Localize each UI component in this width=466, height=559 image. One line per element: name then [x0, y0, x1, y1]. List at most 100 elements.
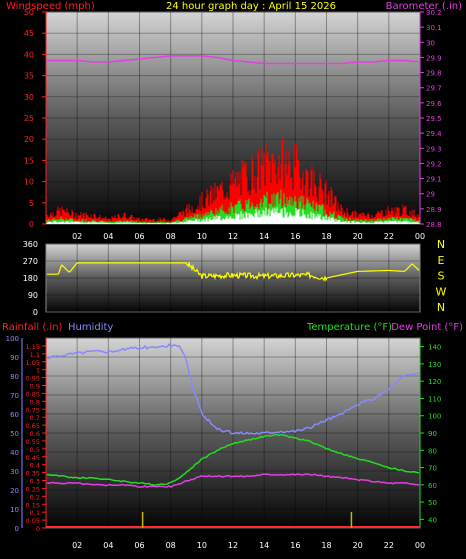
x-tick-label: 16 [290, 541, 300, 550]
x-tick-label: 14 [259, 541, 269, 550]
windspeed-tick-label: 40 [24, 50, 34, 59]
x-tick-label: 22 [384, 232, 394, 241]
x-tick-label: 18 [321, 541, 331, 550]
x-tick-label: 08 [166, 232, 176, 241]
direction-tick-label: 180 [23, 274, 38, 283]
x-tick-label: 10 [197, 541, 207, 550]
humidity-tick-label: 30 [10, 468, 19, 476]
temperature-tick-label: 140 [428, 344, 441, 352]
barometer-tick-label: 29 [426, 191, 435, 199]
rainfall-tick-label: 0.75 [26, 406, 40, 414]
windspeed-series [46, 137, 420, 224]
temperature-tick-label: 90 [428, 430, 437, 438]
temperature-line [46, 433, 420, 487]
barometer-tick-label: 29.2 [426, 160, 442, 168]
x-tick-label: 10 [197, 232, 207, 241]
compass-label: W [436, 285, 447, 298]
rainfall-tick-label: 0.15 [26, 501, 40, 509]
rainfall-tick-label: 0.25 [26, 485, 40, 493]
rainfall-tick-label: 0.9 [30, 383, 40, 391]
rainfall-tick-label: 0.2 [30, 493, 40, 501]
windspeed-tick-label: 15 [24, 156, 34, 165]
x-tick-label: 12 [228, 541, 238, 550]
barometer-tick-label: 28.8 [426, 221, 442, 229]
rainfall-tick-label: 0.4 [30, 462, 40, 470]
temperature-tick-label: 70 [428, 465, 437, 473]
windspeed-tick-label: 30 [24, 93, 34, 102]
x-tick-label: 00 [415, 232, 425, 241]
temperature-tick-label: 50 [428, 499, 437, 507]
x-tick-label: 08 [166, 541, 176, 550]
rainfall-tick-label: 0.95 [26, 375, 40, 383]
temperature-tick-label: 60 [428, 482, 437, 490]
x-tick-label: 22 [384, 541, 394, 550]
barometer-tick-label: 29.5 [426, 115, 442, 123]
x-tick-label: 14 [259, 232, 269, 241]
humidity-tick-label: 90 [10, 354, 19, 362]
windspeed-tick-label: 45 [24, 29, 34, 38]
compass-label: N [437, 301, 445, 314]
humidity-tick-label: 60 [10, 411, 19, 419]
barometer-tick-label: 29.3 [426, 145, 442, 153]
x-tick-label: 02 [72, 232, 82, 241]
humidity-tick-label: 100 [6, 335, 19, 343]
barometer-tick-label: 30.1 [426, 24, 442, 32]
humidity-tick-label: 70 [10, 392, 19, 400]
barometer-tick-label: 29.1 [426, 176, 442, 184]
windspeed-tick-label: 0 [29, 220, 34, 229]
windspeed-tick-label: 25 [24, 114, 34, 123]
rainfall-tick-label: 1 [36, 367, 40, 375]
humidity-tick-label: 10 [10, 506, 19, 514]
rainfall-tick-label: 1.05 [26, 359, 40, 367]
temperature-axis-title: Temperature (°F) [306, 322, 392, 333]
compass-label: S [438, 270, 445, 283]
axes: 0510152025303540455028.828.92929.129.229… [6, 8, 447, 550]
rainfall-tick-label: 0.05 [26, 517, 40, 525]
humidity-axis-title: Humidity [68, 322, 113, 333]
temperature-tick-label: 40 [428, 516, 437, 524]
windspeed-tick-label: 50 [24, 8, 34, 17]
rainfall-tick-label: 0 [36, 525, 40, 533]
rainfall-tick-label: 0.8 [30, 398, 40, 406]
x-tick-label: 18 [321, 232, 331, 241]
rainfall-tick-label: 0.7 [30, 414, 40, 422]
rainfall-tick-label: 0.45 [26, 454, 40, 462]
x-tick-label: 20 [353, 232, 363, 241]
temperature-tick-label: 110 [428, 395, 441, 403]
barometer-tick-label: 30.2 [426, 9, 442, 17]
rainfall-tick-label: 0.6 [30, 430, 40, 438]
barometer-line [46, 55, 419, 65]
windspeed-tick-label: 35 [24, 72, 34, 81]
compass-label: N [437, 238, 445, 251]
temperature-tick-label: 130 [428, 361, 441, 369]
humidity-line [46, 343, 420, 435]
windspeed-axis-title: Windspeed (mph) [6, 1, 95, 12]
rainfall-axis-title: Rainfall (.in) [2, 322, 63, 333]
windspeed-tick-label: 10 [24, 178, 34, 187]
rainfall-tick-label: 0.35 [26, 470, 40, 478]
temperature-tick-label: 120 [428, 378, 441, 386]
barometer-tick-label: 29.6 [426, 100, 442, 108]
x-tick-label: 04 [103, 232, 113, 241]
rainfall-tick-label: 0.5 [30, 446, 40, 454]
humidity-tick-label: 50 [10, 430, 19, 438]
direction-line [47, 260, 420, 282]
dewpoint-line [46, 473, 420, 489]
humidity-tick-label: 80 [10, 373, 19, 381]
x-tick-label: 02 [72, 541, 82, 550]
barometer-tick-label: 29.9 [426, 54, 442, 62]
x-tick-label: 06 [134, 541, 144, 550]
rainfall-tick-label: 0.1 [30, 509, 40, 517]
temperature-tick-label: 80 [428, 447, 437, 455]
x-tick-label: 16 [290, 232, 300, 241]
x-tick-label: 20 [353, 541, 363, 550]
rainfall-tick-label: 1.15 [26, 343, 40, 351]
humidity-tick-label: 20 [10, 487, 19, 495]
direction-tick-label: 90 [28, 291, 38, 300]
x-tick-label: 12 [228, 232, 238, 241]
barometer-tick-label: 29.7 [426, 85, 442, 93]
rainfall-tick-label: 0.85 [26, 390, 40, 398]
rainfall-tick-label: 0.3 [30, 478, 40, 486]
temperature-tick-label: 100 [428, 413, 441, 421]
x-tick-label: 04 [103, 541, 113, 550]
